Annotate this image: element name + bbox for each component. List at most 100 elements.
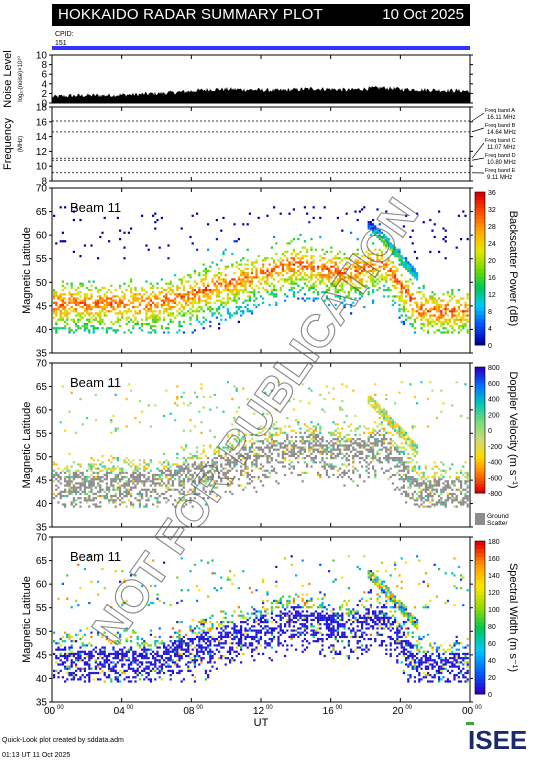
scatter-cell (196, 310, 199, 313)
scatter-cell (233, 271, 236, 275)
scatter-cell (336, 265, 339, 268)
scatter-cell (312, 261, 315, 264)
scatter-cell (114, 494, 117, 498)
scatter-cell (303, 206, 306, 209)
scatter-cell (400, 459, 403, 462)
scatter-cell (215, 284, 218, 287)
scatter-cell (66, 465, 69, 468)
scatter-cell (422, 322, 425, 326)
scatter-cell (365, 444, 368, 447)
scatter-cell (196, 318, 199, 321)
scatter-cell (211, 475, 214, 479)
scatter-cell (193, 299, 196, 302)
scatter-cell (119, 301, 122, 304)
scatter-cell (167, 467, 170, 470)
scatter-cell (156, 318, 159, 321)
scatter-cell (189, 473, 192, 477)
scatter-cell (163, 414, 166, 418)
scatter-cell (108, 659, 111, 662)
colorbar-segment (475, 392, 485, 396)
scatter-cell (189, 318, 192, 321)
scatter-cell (209, 310, 212, 313)
scatter-cell (233, 240, 236, 243)
scatter-cell (411, 325, 414, 328)
scatter-cell (262, 278, 265, 281)
frequency-leader (471, 142, 485, 159)
scatter-cell (312, 299, 315, 302)
scatter-cell (413, 444, 416, 447)
scatter-cell (418, 291, 421, 294)
scatter-cell (130, 680, 133, 683)
scatter-cell (341, 383, 344, 386)
colorbar-segment (475, 203, 485, 208)
scatter-cell (218, 471, 221, 474)
scatter-cell (86, 293, 89, 296)
scatter-cell (292, 280, 295, 283)
scatter-cell (92, 305, 95, 309)
scatter-cell (57, 663, 60, 666)
scatter-cell (222, 216, 225, 220)
scatter-cell (310, 448, 313, 451)
beam-panel-2-cells (53, 381, 469, 508)
scatter-cell (61, 303, 64, 307)
scatter-cell (336, 440, 339, 443)
scatter-cell (446, 322, 449, 326)
scatter-cell (242, 282, 245, 285)
scatter-cell (70, 501, 73, 504)
scatter-cell (350, 312, 353, 315)
scatter-cell (149, 461, 152, 464)
scatter-cell (218, 305, 221, 309)
scatter-cell (191, 457, 194, 460)
scatter-cell (180, 499, 183, 502)
scatter-cell (284, 299, 287, 302)
scatter-cell (466, 331, 469, 334)
scatter-cell (66, 678, 69, 681)
scatter-cell (290, 261, 293, 264)
scatter-cell (101, 318, 104, 321)
scatter-cell (147, 303, 150, 307)
scatter-cell (405, 440, 408, 443)
scatter-cell (114, 650, 117, 653)
scatter-cell (112, 385, 115, 388)
scatter-cell (88, 654, 91, 658)
scatter-cell (312, 267, 315, 270)
scatter-cell (123, 331, 126, 334)
scatter-cell (70, 503, 73, 506)
scatter-cell (345, 457, 348, 460)
scatter-cell (407, 475, 410, 479)
scatter-cell (198, 320, 201, 323)
scatter-cell (299, 452, 302, 456)
scatter-cell (246, 291, 249, 294)
scatter-cell (94, 667, 97, 670)
scatter-cell (444, 320, 447, 323)
scatter-cell (462, 501, 465, 504)
scatter-cell (119, 286, 122, 290)
scatter-cell (270, 438, 273, 441)
scatter-cell (387, 295, 390, 298)
scatter-cell (185, 467, 188, 470)
scatter-cell (429, 492, 432, 496)
scatter-cell (312, 438, 315, 441)
colorbar-segment (475, 195, 485, 201)
scatter-cell (198, 480, 201, 483)
scatter-cell (160, 291, 163, 294)
scatter-cell (312, 425, 315, 428)
scatter-cell (339, 271, 342, 275)
scatter-cell (218, 293, 221, 296)
scatter-cell (372, 227, 375, 230)
scatter-cell (182, 484, 185, 487)
scatter-cell (75, 488, 78, 491)
scatter-cell (398, 248, 401, 251)
colorbar-segment (475, 445, 485, 450)
scatter-cell (385, 431, 388, 434)
scatter-cell (264, 282, 267, 285)
scatter-cell (398, 478, 401, 481)
scatter-cell (409, 235, 412, 239)
scatter-cell (132, 652, 135, 656)
scatter-cell (112, 669, 115, 672)
scatter-cell (438, 484, 441, 487)
scatter-cell (68, 475, 71, 479)
scatter-cell (376, 271, 379, 275)
scatter-cell (116, 478, 119, 481)
scatter-cell (332, 257, 335, 260)
